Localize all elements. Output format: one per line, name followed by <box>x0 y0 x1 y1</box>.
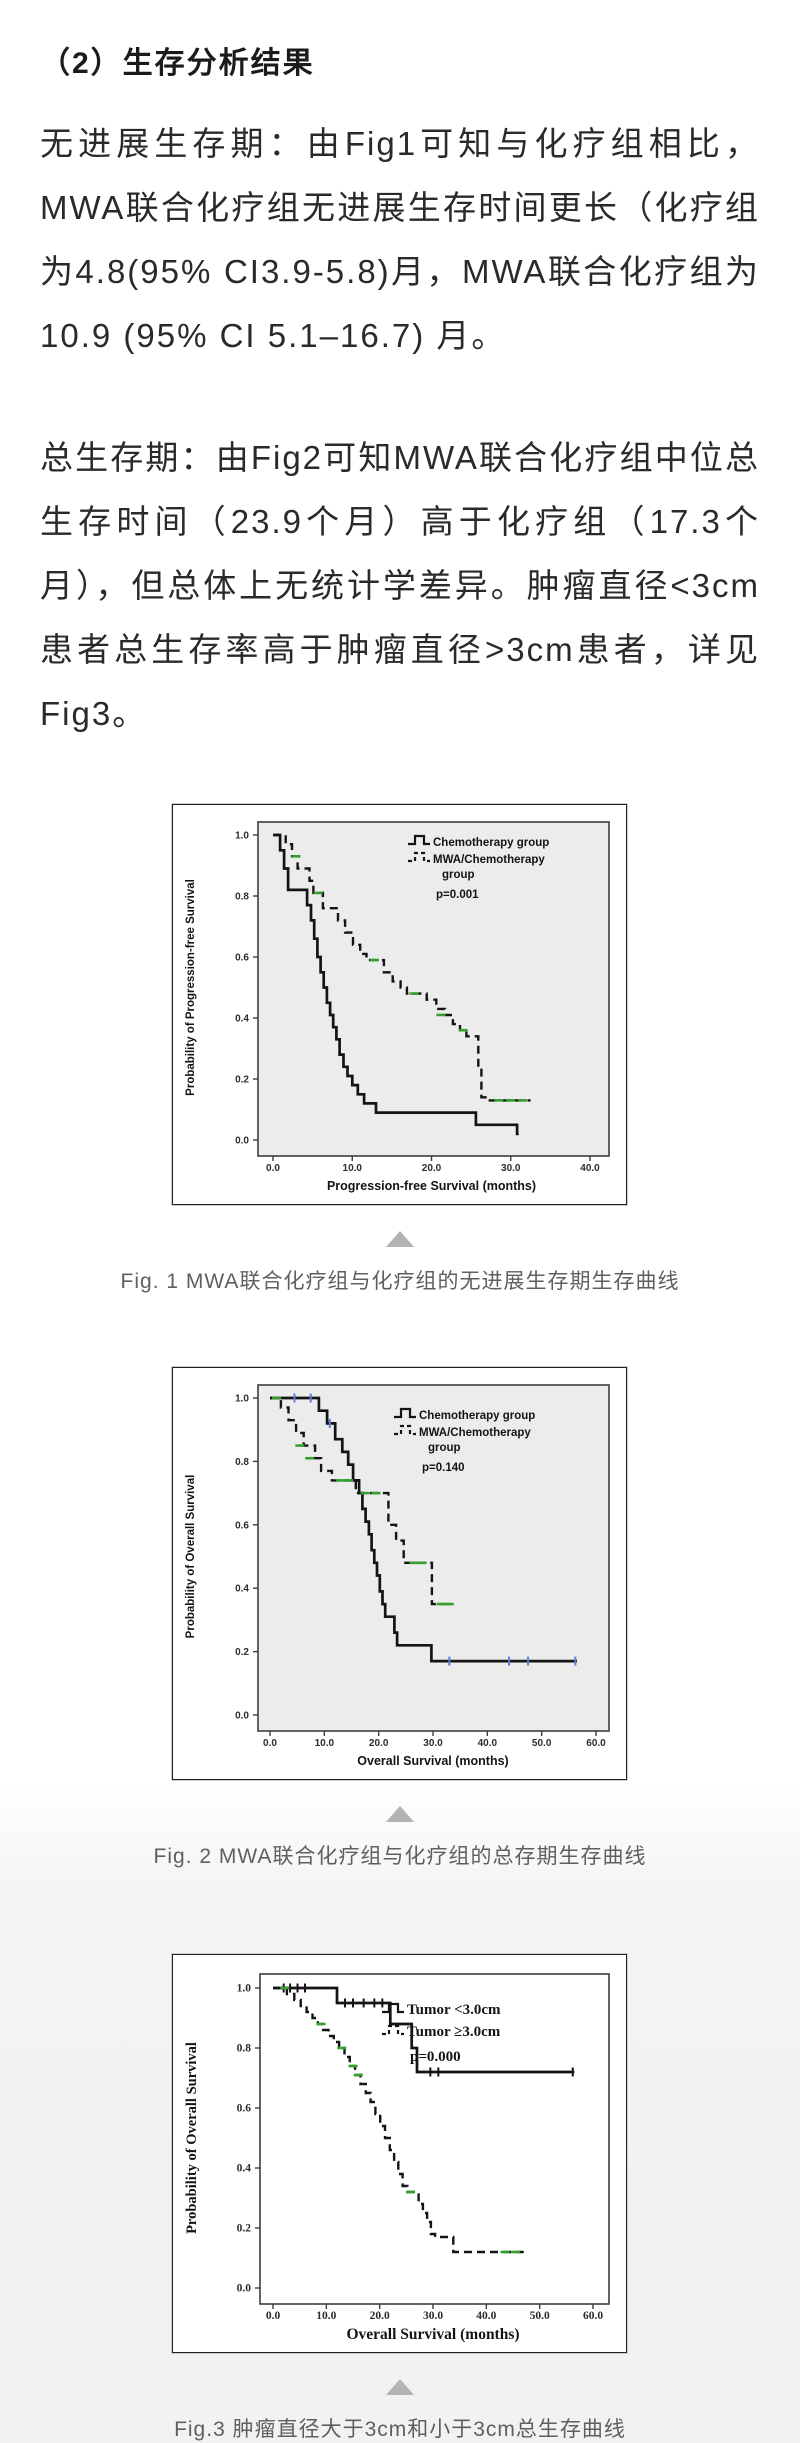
figure-3-card: 1.0 0.8 0.6 0.4 0.2 0.0 0.0 10.0 20.0 30.0 40.0 50.… <box>172 1954 627 2353</box>
paragraph-progression-free-survival: 无进展生存期：由Fig1可知与化疗组相比，MWA联合化疗组无进展生存时间更长（化… <box>40 125 760 354</box>
svg-text:20.0: 20.0 <box>422 1163 442 1174</box>
svg-text:60.0: 60.0 <box>586 1738 606 1749</box>
figure-2-caption: Fig. 2 MWA联合化疗组与化疗组的总存期生存曲线 <box>153 1845 647 1868</box>
figure-2-triangle-icon <box>386 1806 414 1822</box>
svg-text:0.2: 0.2 <box>237 2223 252 2235</box>
svg-text:0.8: 0.8 <box>235 1457 249 1468</box>
svg-text:group: group <box>442 869 475 881</box>
figure-3-block: 1.0 0.8 0.6 0.4 0.2 0.0 0.0 10.0 20.0 30.0 40.0 50.… <box>0 1954 800 2443</box>
svg-text:0.6: 0.6 <box>235 1520 249 1531</box>
svg-text:p=0.001: p=0.001 <box>436 889 479 901</box>
svg-text:0.2: 0.2 <box>235 1075 249 1086</box>
svg-text:20.0: 20.0 <box>369 1738 389 1749</box>
svg-text:MWA/Chemotherapy: MWA/Chemotherapy <box>419 1427 531 1439</box>
svg-text:40.0: 40.0 <box>478 1738 498 1749</box>
svg-text:10.0: 10.0 <box>316 2310 336 2322</box>
svg-text:30.0: 30.0 <box>423 1738 443 1749</box>
figure-1-caption: Fig. 1 MWA联合化疗组与化疗组的无进展生存期生存曲线 <box>120 1270 680 1293</box>
svg-text:50.0: 50.0 <box>532 1738 552 1749</box>
svg-text:0.8: 0.8 <box>235 892 249 903</box>
svg-text:Tumor <3.0cm: Tumor <3.0cm <box>407 2002 501 2018</box>
svg-text:p=0.000: p=0.000 <box>410 2049 461 2065</box>
svg-text:Overall Survival (months): Overall Survival (months) <box>357 1754 508 1768</box>
svg-text:Chemotherapy group: Chemotherapy group <box>433 837 549 849</box>
svg-text:Probability of Overall Surviva: Probability of Overall Survival <box>184 2042 200 2234</box>
svg-text:30.0: 30.0 <box>423 2310 443 2322</box>
svg-text:0.4: 0.4 <box>237 2163 252 2175</box>
svg-text:p=0.140: p=0.140 <box>422 1462 465 1474</box>
svg-text:50.0: 50.0 <box>530 2310 550 2322</box>
figure-1-card: 1.0 0.8 0.6 0.4 0.2 0.0 0.0 10.0 20.0 30.0 40.0 Pro… <box>172 804 627 1205</box>
paragraph-overall-survival: 总生存期：由Fig2可知MWA联合化疗组中位总生存时间（23.9个月）高于化疗组… <box>40 439 760 732</box>
svg-text:0.0: 0.0 <box>237 2283 252 2295</box>
svg-text:0.4: 0.4 <box>235 1584 249 1595</box>
svg-text:Overall Survival (months): Overall Survival (months) <box>346 2326 519 2343</box>
svg-text:Probability of Overall Surviva: Probability of Overall Survival <box>185 1475 197 1639</box>
svg-text:0.2: 0.2 <box>235 1647 249 1658</box>
svg-text:0.0: 0.0 <box>266 2310 281 2322</box>
svg-text:0.0: 0.0 <box>263 1738 277 1749</box>
svg-text:10.0: 10.0 <box>343 1163 363 1174</box>
figure-1-triangle-icon <box>386 1231 414 1247</box>
figure-1-block: 1.0 0.8 0.6 0.4 0.2 0.0 0.0 10.0 20.0 30.0 40.0 Pro… <box>0 804 800 1295</box>
svg-text:0.0: 0.0 <box>266 1163 280 1174</box>
svg-text:1.0: 1.0 <box>235 831 249 842</box>
svg-text:0.0: 0.0 <box>235 1711 249 1722</box>
svg-text:1.0: 1.0 <box>235 1394 249 1405</box>
svg-text:0.4: 0.4 <box>235 1014 249 1025</box>
svg-text:Probability of Progression-fre: Probability of Progression-free Survival <box>185 879 197 1096</box>
article-text-column: （2）生存分析结果 无进展生存期：由Fig1可知与化疗组相比，MWA联合化疗组无… <box>0 38 800 746</box>
km-chart-overall-survival-tumor-size: 1.0 0.8 0.6 0.4 0.2 0.0 0.0 10.0 20.0 30.0 40.0 50.… <box>178 1960 621 2347</box>
svg-text:0.8: 0.8 <box>237 2043 252 2055</box>
figure-3-triangle-icon <box>386 2379 414 2395</box>
km-chart-overall-survival-groups: 1.0 0.8 0.6 0.4 0.2 0.0 0.0 10.0 20.0 30.0 40.0 50.… <box>178 1373 621 1774</box>
svg-text:30.0: 30.0 <box>501 1163 521 1174</box>
svg-text:40.0: 40.0 <box>476 2310 496 2322</box>
svg-text:MWA/Chemotherapy: MWA/Chemotherapy <box>433 854 545 866</box>
svg-text:10.0: 10.0 <box>315 1738 335 1749</box>
figure-2-block: 1.0 0.8 0.6 0.4 0.2 0.0 0.0 10.0 20.0 30.0 40.0 50.… <box>0 1367 800 1870</box>
svg-text:Chemotherapy group: Chemotherapy group <box>419 1410 535 1422</box>
svg-text:0.6: 0.6 <box>235 953 249 964</box>
svg-text:group: group <box>428 1442 461 1454</box>
section-heading: （2）生存分析结果 <box>40 47 315 80</box>
svg-text:20.0: 20.0 <box>370 2310 390 2322</box>
figure-3-caption: Fig.3 肿瘤直径大于3cm和小于3cm总生存曲线 <box>174 2418 626 2441</box>
svg-text:1.0: 1.0 <box>237 1983 252 1995</box>
svg-text:0.0: 0.0 <box>235 1136 249 1147</box>
svg-text:0.6: 0.6 <box>237 2103 252 2115</box>
svg-text:Tumor ≥3.0cm: Tumor ≥3.0cm <box>407 2024 501 2040</box>
svg-text:Progression-free Survival (mon: Progression-free Survival (months) <box>327 1179 536 1193</box>
svg-text:40.0: 40.0 <box>580 1163 600 1174</box>
svg-text:60.0: 60.0 <box>583 2310 603 2322</box>
km-chart-progression-free-survival: 1.0 0.8 0.6 0.4 0.2 0.0 0.0 10.0 20.0 30.0 40.0 Pro… <box>178 810 621 1199</box>
figure-2-card: 1.0 0.8 0.6 0.4 0.2 0.0 0.0 10.0 20.0 30.0 40.0 50.… <box>172 1367 627 1780</box>
